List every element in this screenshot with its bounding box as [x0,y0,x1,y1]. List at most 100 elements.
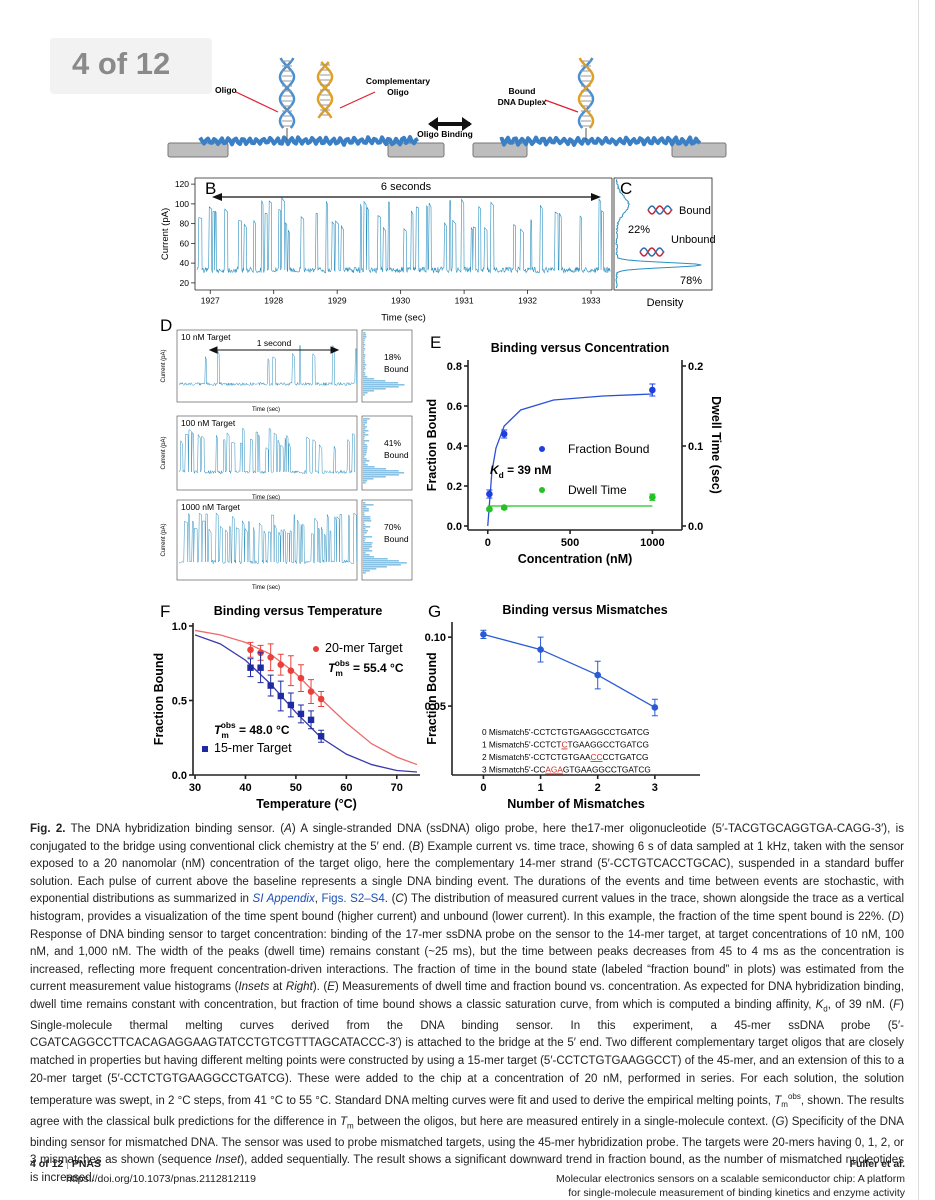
dna-strand [278,57,296,129]
annotation: Kd = 39 nM [490,463,551,480]
mini-hist-bar [363,466,375,468]
mini-hist-bar [363,356,366,358]
mini-x-label: Time (sec) [252,495,280,501]
mini-hist-bar [363,566,387,568]
data-point [267,653,274,661]
inset-label: 0 Mismatch [482,727,525,737]
x-tick-label: 70 [391,782,403,794]
label-duplex: Bound [509,86,536,96]
mini-hist-bar [363,456,365,458]
caption-run: T [339,1115,347,1128]
footer-left: 4 of 12 | PNAS [30,1158,102,1170]
caption-run: d [823,1004,828,1014]
legend-label: Dwell Time [568,483,627,497]
inset-line: 2 Mismatch5'-CCTCTGTGAACCCCTGATCG [482,752,648,762]
mini-hist-bar [363,538,366,540]
data-point [317,695,325,703]
inset-sequence: CC [591,752,603,762]
state-label: Bound [384,450,409,460]
caption-run: T [774,1095,782,1108]
mini-hist-bar [363,384,405,386]
chart-title: Binding versus Temperature [214,604,383,618]
pct-label: 18% [384,352,401,362]
mini-hist-bar [363,426,367,428]
x-tick-label: 2 [595,782,601,794]
mini-hist-bar [363,364,367,366]
mini-hist-bar [363,564,401,566]
caption-link[interactable]: Figs. S2–S4 [321,893,385,906]
mini-trace-frame [176,415,358,491]
inset-sequence: GTGAAGGCCTGATCG [563,765,651,775]
mini-hist-bar [363,418,370,420]
inset-sequence: 5'-CCTCTGTGAAGGCCTGATCG [524,727,649,737]
y-tick-label: 60 [180,238,190,248]
mini-trace-frame [176,329,358,403]
mini-hist-bar [363,528,366,530]
y-tick-label: 0.6 [447,401,462,413]
data-point [297,674,305,682]
mini-hist-bar [363,518,371,520]
x-tick-label: 1931 [455,296,474,306]
mini-hist-bar [363,444,367,446]
x-tick-label: 1927 [201,296,220,306]
y-tick-label: 0.8 [447,361,462,373]
target-label: 10 nM Target [181,332,231,342]
mini-hist-bar [363,380,386,382]
pct-label: 41% [384,438,401,448]
chart-title: Binding versus Concentration [491,341,670,355]
dna-strand [577,57,595,129]
inset-line: 0 Mismatch5'-CCTCTGTGAAGGCCTGATCG [482,727,649,737]
mini-hist-bar [363,482,366,484]
pointer [235,91,279,113]
y-tick-label: 0.10 [425,632,446,644]
annotation-sup: obs [335,658,350,668]
caption-run: G [775,1115,785,1128]
binding-arrow-head [428,117,472,131]
mini-hist-frame [361,329,413,403]
footer-page: 4 of 12 [30,1158,64,1170]
caption-run: , [314,893,322,906]
density-frame [613,177,713,291]
target-label: 100 nM Target [181,418,236,428]
mini-hist-frame [361,499,413,581]
label-duplex: DNA Duplex [498,97,547,107]
mini-hist-bar [363,434,369,436]
mini-hist-bar [363,390,375,392]
electrode [167,142,229,158]
mini-hist-bar [363,448,368,450]
mini-hist-bar [363,470,399,472]
caption-run: Right [285,981,313,994]
mini-hist-bar [363,526,371,528]
caption-link[interactable]: SI Appendix [252,893,315,906]
mini-hist-bar [363,476,386,478]
y2-tick-label: 0.0 [688,521,703,533]
page-indicator-text: 4 of 12 [72,46,171,81]
mini-hist-bar [363,520,372,522]
mini-hist-bar [363,554,370,556]
y-tick-label: 0.5 [172,695,187,707]
mini-hist-bar [363,358,365,360]
dna-icon [639,247,665,257]
inset-line: 1 Mismatch5'-CCTCTCTGAAGGCCTGATCG [482,740,649,750]
data-point [317,733,325,740]
panel-label: G [428,602,441,621]
y-tick-label: 0.0 [172,770,187,782]
target-label: 1000 nM Target [181,502,241,512]
mini-x-label: Time (sec) [252,585,280,591]
data-point [257,664,264,671]
current-trace [178,427,356,475]
y-axis-label: Current (pA) [160,208,171,260]
data-point [297,710,305,718]
mini-hist-bar [363,432,366,434]
x-tick-label: 0 [480,782,486,794]
density-curve [615,179,702,289]
annotation-rest: = 48.0 °C [236,723,290,737]
mini-hist-bar [363,360,365,362]
mini-hist-bar [363,428,366,430]
x-axis-label: Temperature (°C) [256,797,357,811]
state-label: Bound [384,534,409,544]
x-tick-label: 1928 [264,296,283,306]
y-axis-label: Fraction Bound [152,653,166,745]
y-tick-label: 100 [175,199,189,209]
x-tick-label: 1930 [391,296,410,306]
